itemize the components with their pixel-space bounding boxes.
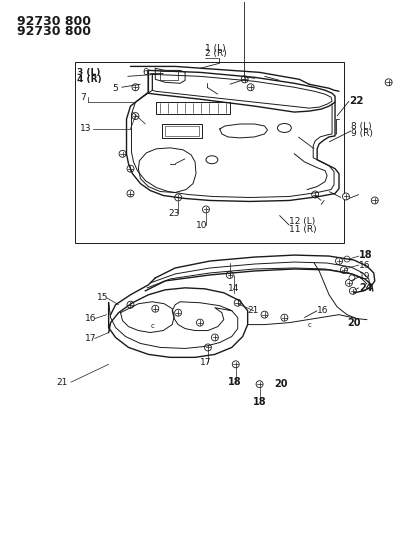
Text: c: c	[150, 322, 154, 328]
Circle shape	[385, 79, 392, 86]
Circle shape	[349, 275, 355, 281]
Text: c: c	[307, 321, 311, 328]
Text: 16: 16	[359, 261, 370, 270]
Circle shape	[127, 165, 134, 172]
Text: 92730 800: 92730 800	[17, 25, 91, 38]
Text: 18: 18	[252, 397, 266, 407]
Circle shape	[175, 194, 181, 201]
Text: 22: 22	[349, 96, 363, 106]
Circle shape	[132, 112, 139, 119]
Circle shape	[127, 190, 134, 197]
Text: 13: 13	[80, 125, 91, 133]
Circle shape	[234, 299, 241, 306]
Text: 10: 10	[196, 221, 208, 230]
Circle shape	[312, 191, 319, 198]
Circle shape	[152, 305, 159, 312]
Text: 12 (L): 12 (L)	[289, 217, 316, 226]
Text: 17: 17	[85, 334, 96, 343]
Text: 21: 21	[56, 378, 67, 386]
Circle shape	[344, 256, 350, 262]
Bar	[160, 71, 178, 80]
Circle shape	[343, 193, 349, 200]
Text: 21: 21	[248, 306, 259, 315]
Circle shape	[226, 271, 233, 278]
Circle shape	[119, 150, 126, 157]
Circle shape	[204, 344, 212, 351]
Circle shape	[212, 334, 218, 341]
Circle shape	[202, 206, 210, 213]
Text: 16: 16	[317, 306, 329, 315]
Circle shape	[371, 197, 378, 204]
Bar	[156, 102, 230, 114]
Text: 92730 800: 92730 800	[17, 15, 91, 28]
Circle shape	[127, 301, 134, 308]
Circle shape	[345, 279, 353, 286]
Text: 9 (R): 9 (R)	[351, 130, 373, 139]
Text: 23: 23	[168, 209, 179, 218]
Circle shape	[281, 314, 288, 321]
Circle shape	[341, 266, 347, 273]
Text: 14: 14	[228, 284, 239, 293]
Circle shape	[247, 84, 254, 91]
Circle shape	[232, 361, 239, 368]
Text: 19: 19	[359, 272, 370, 281]
Text: 7: 7	[80, 93, 86, 102]
Bar	[165, 126, 199, 136]
Text: 18: 18	[228, 377, 241, 387]
Text: 2 (R): 2 (R)	[205, 50, 227, 59]
Bar	[75, 62, 344, 243]
Circle shape	[256, 381, 263, 387]
Text: 24: 24	[359, 283, 372, 293]
Circle shape	[132, 84, 139, 91]
Text: 18: 18	[359, 250, 372, 260]
Bar	[162, 124, 202, 138]
Circle shape	[175, 309, 181, 316]
Circle shape	[197, 319, 204, 326]
Text: 16: 16	[85, 314, 96, 323]
Circle shape	[241, 76, 248, 83]
Text: 8 (L): 8 (L)	[351, 123, 372, 132]
Circle shape	[335, 257, 343, 264]
Circle shape	[261, 311, 268, 318]
Text: 4 (R): 4 (R)	[77, 75, 102, 84]
Text: 1 (L): 1 (L)	[205, 44, 225, 53]
Text: 15: 15	[97, 293, 108, 302]
Text: 17: 17	[200, 358, 212, 367]
Text: 20: 20	[347, 318, 360, 328]
Circle shape	[349, 287, 357, 294]
Text: 20: 20	[274, 379, 288, 389]
Text: 11 (R): 11 (R)	[289, 225, 317, 234]
Text: 5: 5	[113, 84, 118, 93]
Text: 3 (L): 3 (L)	[77, 68, 100, 77]
Text: 6: 6	[143, 68, 148, 77]
